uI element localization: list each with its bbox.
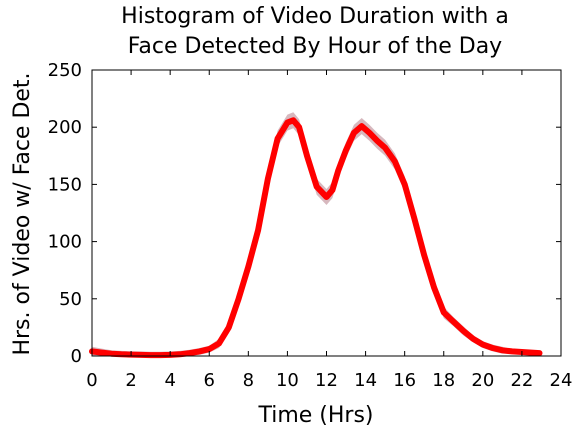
series-0-point <box>402 181 408 187</box>
x-tick-label: 12 <box>315 370 338 391</box>
series-0-point <box>255 227 261 233</box>
x-tick-label: 10 <box>276 370 299 391</box>
x-tick-label: 4 <box>164 370 175 391</box>
y-tick-label: 50 <box>59 289 82 310</box>
series-0-point <box>236 296 242 302</box>
series-0-point <box>490 345 496 351</box>
y-tick-label: 0 <box>71 346 82 367</box>
y-tick-label: 100 <box>48 232 82 253</box>
series-0-point <box>537 350 542 356</box>
series-0-point <box>351 130 357 136</box>
x-tick-label: 14 <box>354 370 377 391</box>
x-tick-label: 24 <box>550 370 573 391</box>
x-axis-ticks: 0 2 4 6 8 10 12 14 16 18 20 22 24 <box>86 70 572 391</box>
series-0-point <box>314 184 320 190</box>
x-tick-label: 16 <box>393 370 416 391</box>
series-0-point <box>392 159 398 164</box>
chart-title-line-2: Face Detected By Hour of the Day <box>128 34 502 59</box>
series-0-point <box>335 168 341 174</box>
series-0-point <box>329 187 335 193</box>
x-tick-label: 20 <box>471 370 494 391</box>
series-0-point <box>343 147 349 153</box>
x-tick-label: 2 <box>125 370 136 391</box>
x-tick-label: 8 <box>243 370 254 391</box>
series-0-point <box>324 194 329 200</box>
y-tick-label: 200 <box>48 117 82 138</box>
series-0-point <box>265 176 271 182</box>
series-0-point <box>431 284 437 290</box>
x-tick-label: 22 <box>510 370 533 391</box>
y-axis-ticks: 0 50 100 150 200 250 <box>48 60 561 367</box>
series-0-point <box>451 319 456 325</box>
series-0-point <box>275 136 281 142</box>
x-tick-label: 0 <box>86 370 97 391</box>
y-tick-label: 150 <box>48 174 82 195</box>
series-0-point <box>296 124 302 130</box>
y-axis-label: Hrs. of Video w/ Face Det. <box>10 72 35 355</box>
series-0-point <box>382 145 388 151</box>
series-0-point <box>138 352 144 358</box>
series-0-point <box>157 352 163 358</box>
x-tick-label: 18 <box>432 370 455 391</box>
series-0-point <box>359 123 365 129</box>
series-0-point <box>187 350 193 356</box>
y-tick-label: 250 <box>48 60 82 81</box>
chart-title-line-1: Histogram of Video Duration with a <box>121 4 509 29</box>
series-0-point <box>304 153 310 159</box>
series-0-point <box>374 138 380 144</box>
series-0-point <box>480 342 486 348</box>
series-0-point <box>206 346 212 352</box>
chart-title: Histogram of Video Duration with a Face … <box>121 4 509 59</box>
x-tick-label: 6 <box>204 370 215 391</box>
plot-area <box>89 112 543 359</box>
series-0-point <box>148 352 154 358</box>
series-0-point <box>245 264 251 270</box>
series-0-point <box>411 216 417 222</box>
series-0-point <box>509 348 515 354</box>
series-0-point <box>529 350 535 356</box>
series-0-point <box>421 252 427 258</box>
series-0-point <box>290 117 296 123</box>
series-0-point <box>284 120 290 126</box>
series-0-point <box>99 350 105 356</box>
series-0-error-band <box>92 112 540 356</box>
series-0-point <box>499 347 505 353</box>
series-0-point <box>197 348 202 354</box>
series-0-line <box>89 117 543 359</box>
series-0-point <box>367 130 372 136</box>
series-0-point <box>216 340 222 346</box>
series-0-point <box>226 324 232 330</box>
series-0-point <box>109 351 114 357</box>
x-axis-label: Time (Hrs) <box>257 403 373 428</box>
series-0-point <box>470 336 476 342</box>
series-0-point <box>460 328 466 334</box>
series-0-point <box>441 310 447 315</box>
axes-frame <box>91 69 562 357</box>
